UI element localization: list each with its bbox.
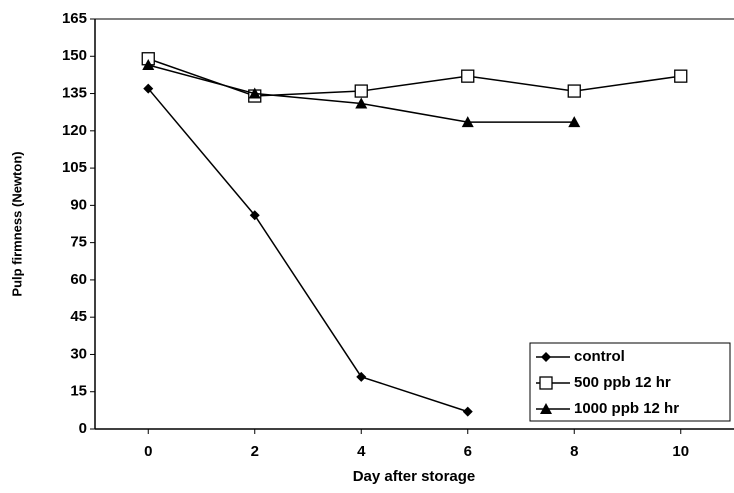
x-tick-label: 8 bbox=[570, 443, 578, 460]
legend-label: control bbox=[574, 348, 625, 365]
chart: Day after storage Pulp firmness (Newton)… bbox=[0, 0, 734, 488]
y-axis-label: Pulp firmness (Newton) bbox=[9, 151, 24, 296]
y-tick-label: 0 bbox=[79, 420, 87, 437]
legend: control 500 ppb 12 hr 1000 ppb 12 hr bbox=[530, 343, 730, 421]
x-axis-label: Day after storage bbox=[353, 468, 476, 485]
series-line bbox=[148, 89, 468, 412]
x-tick-label: 4 bbox=[357, 443, 366, 460]
x-tick-label: 6 bbox=[464, 443, 472, 460]
y-tick-label: 75 bbox=[70, 234, 87, 251]
y-tick-label: 135 bbox=[62, 85, 87, 102]
y-tick-label: 150 bbox=[62, 47, 87, 64]
x-tick-label: 10 bbox=[672, 443, 689, 460]
y-tick-label: 105 bbox=[62, 159, 87, 176]
x-tick-label: 0 bbox=[144, 443, 152, 460]
marker bbox=[463, 407, 473, 417]
y-tick-label: 120 bbox=[62, 122, 87, 139]
marker bbox=[355, 85, 367, 97]
legend-label: 500 ppb 12 hr bbox=[574, 374, 671, 391]
marker bbox=[675, 70, 687, 82]
series-line bbox=[148, 59, 681, 96]
y-tick-label: 15 bbox=[70, 383, 87, 400]
y-tick-label: 45 bbox=[70, 308, 87, 325]
x-tick-label: 2 bbox=[251, 443, 259, 460]
marker bbox=[540, 377, 552, 389]
y-tick-label: 30 bbox=[70, 345, 87, 362]
y-tick-label: 165 bbox=[62, 10, 87, 27]
legend-label: 1000 ppb 12 hr bbox=[574, 400, 679, 417]
marker bbox=[356, 372, 366, 382]
y-tick-label: 60 bbox=[70, 271, 87, 288]
marker bbox=[462, 70, 474, 82]
marker bbox=[568, 85, 580, 97]
y-tick-label: 90 bbox=[70, 196, 87, 213]
